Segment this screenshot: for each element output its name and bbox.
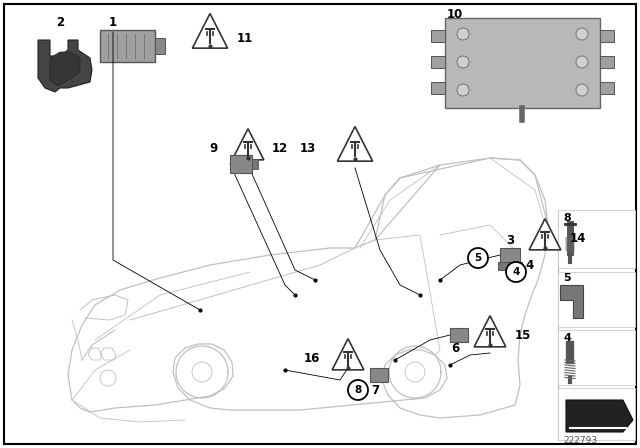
Text: 8: 8 [563,213,571,223]
Bar [252,159,258,169]
Bar [558,210,635,268]
Text: 11: 11 [237,31,253,44]
Text: 5: 5 [563,273,571,283]
Text: 15: 15 [515,328,531,341]
Text: 4: 4 [563,333,571,343]
Text: 6: 6 [451,341,459,354]
Polygon shape [232,129,264,160]
Text: 4: 4 [512,267,520,277]
Polygon shape [529,219,561,250]
Text: 1: 1 [109,16,117,29]
Polygon shape [566,400,633,432]
Circle shape [405,362,425,382]
Circle shape [457,84,469,96]
Text: 222793: 222793 [563,435,597,444]
Text: 2: 2 [56,16,64,29]
Polygon shape [193,13,228,48]
Circle shape [457,28,469,40]
Bar [558,330,635,385]
Bar [498,262,522,270]
Polygon shape [474,316,506,347]
Circle shape [468,248,488,268]
Bar [600,30,614,42]
Text: 14: 14 [570,232,586,245]
Bar [431,30,445,42]
Bar [600,56,614,68]
Bar [558,388,635,440]
Circle shape [576,84,588,96]
Text: 12: 12 [272,142,288,155]
Circle shape [457,56,469,68]
Circle shape [192,362,212,382]
Polygon shape [560,285,583,318]
Text: 7: 7 [371,383,379,396]
Bar [500,248,520,264]
Circle shape [348,380,368,400]
Circle shape [576,56,588,68]
Bar [445,18,600,108]
Circle shape [100,370,116,386]
Bar [155,38,165,54]
Bar [600,82,614,94]
Text: 4: 4 [525,258,533,271]
Bar [431,56,445,68]
Bar [558,272,635,327]
Bar [450,328,468,342]
Circle shape [576,28,588,40]
Text: 5: 5 [474,253,482,263]
Text: 3: 3 [506,233,514,246]
Polygon shape [50,52,80,86]
Bar [230,155,252,173]
Bar [370,368,388,382]
Text: 8: 8 [355,385,362,395]
Polygon shape [38,40,92,92]
Text: 13: 13 [300,142,316,155]
Polygon shape [337,126,372,161]
Text: 16: 16 [303,352,320,365]
Bar [100,30,155,62]
Bar [431,82,445,94]
Circle shape [506,262,526,282]
Polygon shape [332,339,364,370]
Text: 10: 10 [447,8,463,21]
Text: 9: 9 [210,142,218,155]
